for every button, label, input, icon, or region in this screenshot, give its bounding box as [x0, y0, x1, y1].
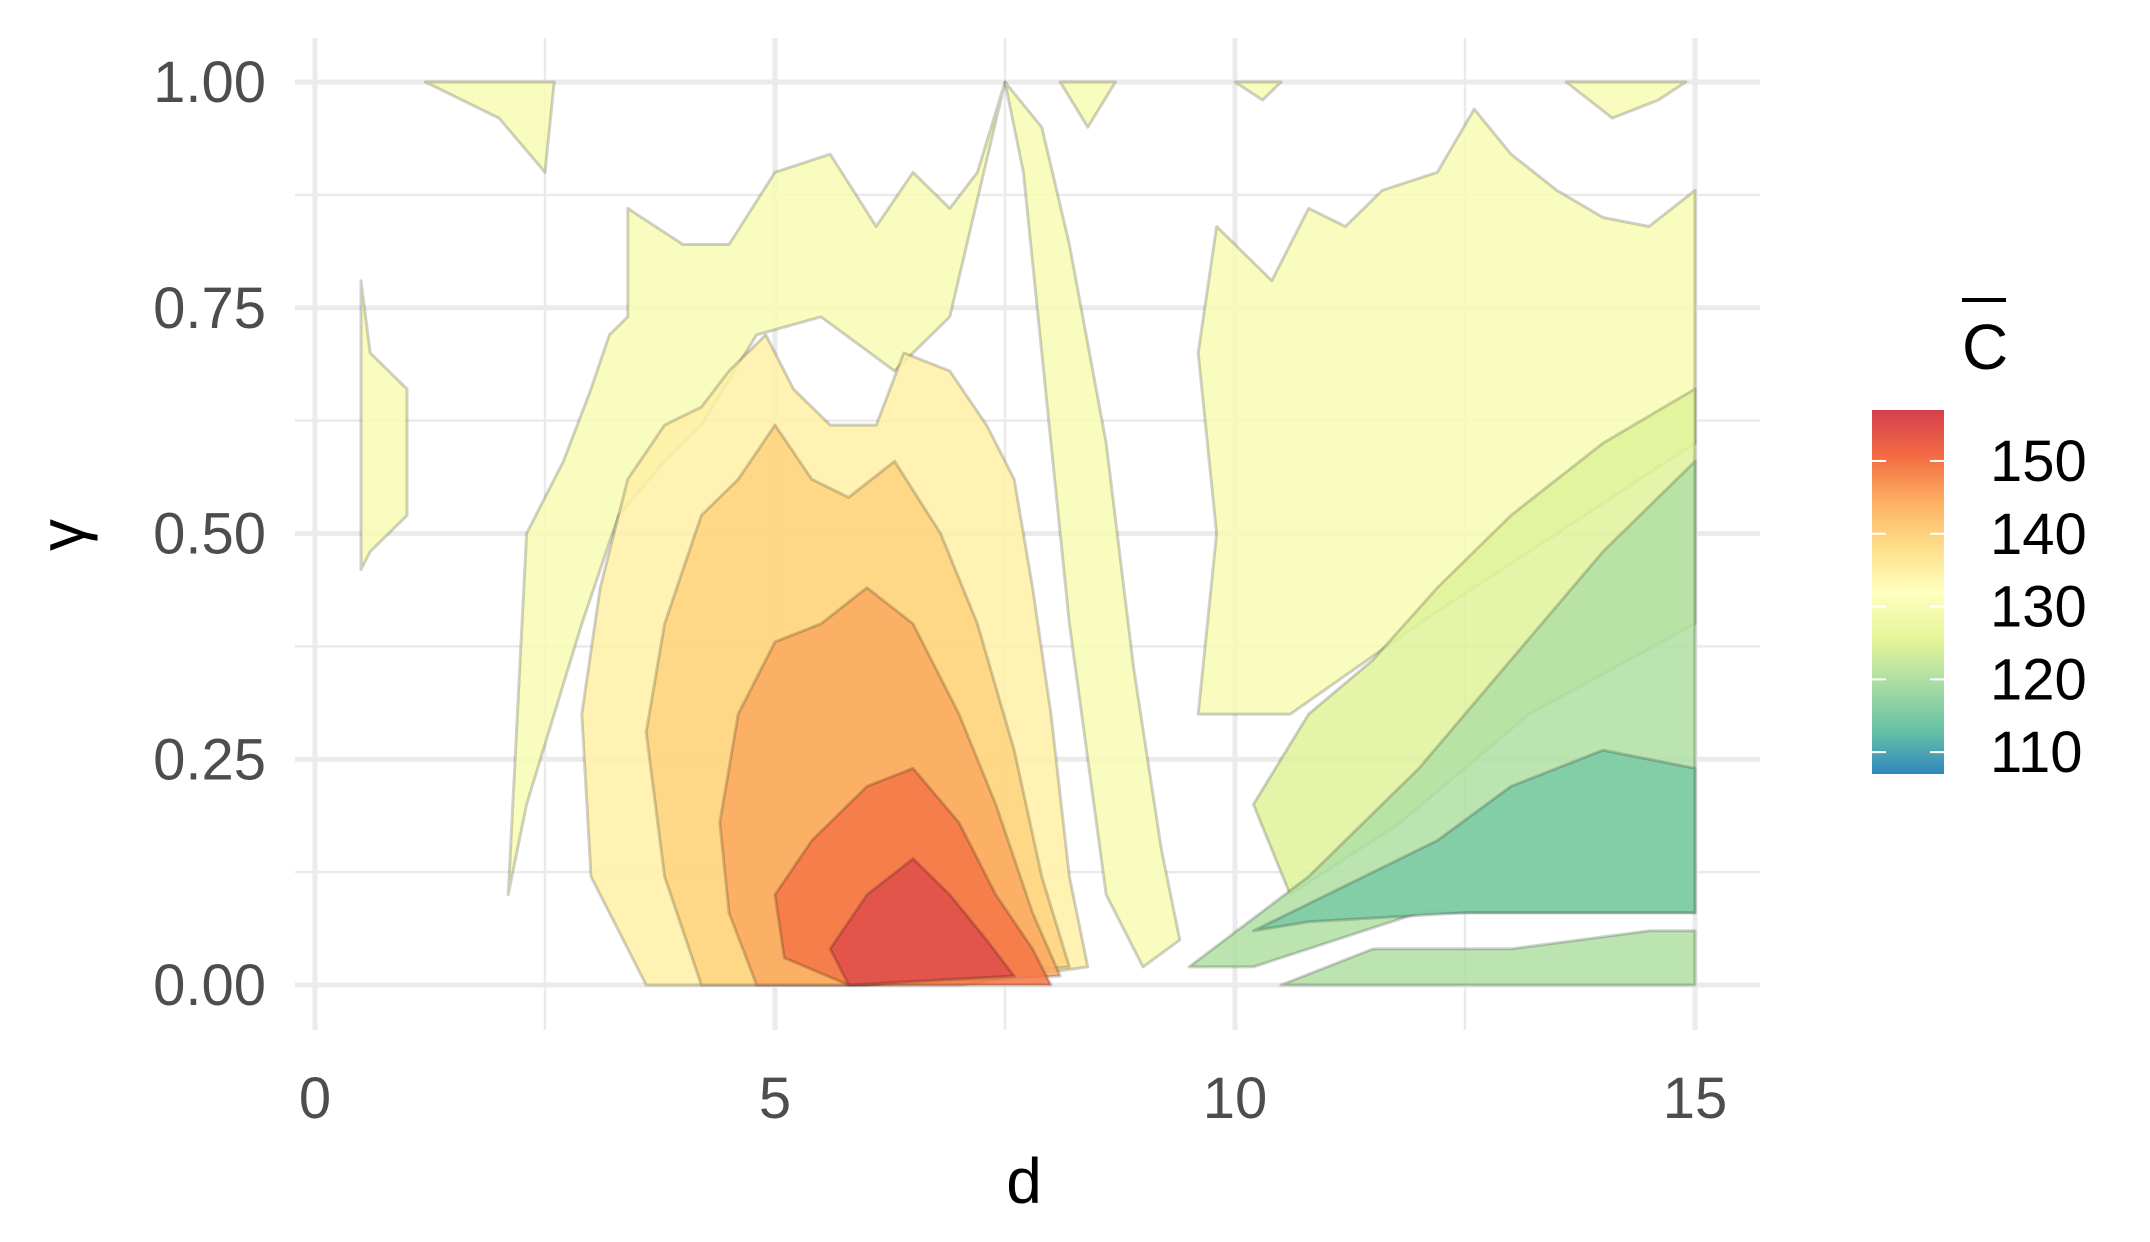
contour-band-130 — [423, 80, 556, 174]
legend-label: 130 — [1990, 575, 2087, 640]
x-tick-label: 0 — [299, 1066, 331, 1131]
contour-band-130 — [1564, 80, 1688, 120]
y-tick-label: 1.00 — [153, 50, 266, 115]
contour-band-130 — [506, 80, 1007, 897]
y-tick-label: 0.50 — [153, 502, 266, 567]
legend-label: 140 — [1990, 502, 2087, 567]
y-axis-title: γ — [26, 519, 98, 551]
contour-band-130 — [1058, 80, 1117, 129]
legend-label: 120 — [1990, 647, 2087, 712]
color-legend: C 110 120 130 140 150 — [1872, 298, 2087, 785]
legend-label: 150 — [1990, 429, 2087, 494]
y-tick-label: 0.25 — [153, 727, 266, 792]
contour-band-130 — [1233, 80, 1283, 102]
legend-title: C — [1962, 311, 2008, 383]
legend-colorbar — [1872, 410, 1944, 774]
contour-band-130 — [359, 279, 409, 572]
contour-band-155 — [828, 857, 1016, 987]
x-axis-title: d — [1006, 1145, 1042, 1217]
x-tick-label: 5 — [759, 1066, 791, 1131]
y-tick-label: 0.75 — [153, 276, 266, 341]
contour-band-130 — [1003, 80, 1182, 969]
legend-label: 110 — [1990, 720, 2082, 785]
y-axis-ticks: 0.00 0.25 0.50 0.75 1.00 — [153, 50, 266, 1018]
contour-band-120 — [1279, 929, 1697, 987]
contour-regions — [359, 80, 1697, 987]
legend-ticks: 110 120 130 140 150 — [1872, 429, 2087, 785]
x-tick-label: 15 — [1663, 1066, 1728, 1131]
y-tick-label: 0.00 — [153, 953, 266, 1018]
x-tick-label: 10 — [1203, 1066, 1268, 1131]
x-axis-ticks: 0 5 10 15 — [299, 1066, 1727, 1131]
contour-band-115 — [1251, 748, 1697, 933]
